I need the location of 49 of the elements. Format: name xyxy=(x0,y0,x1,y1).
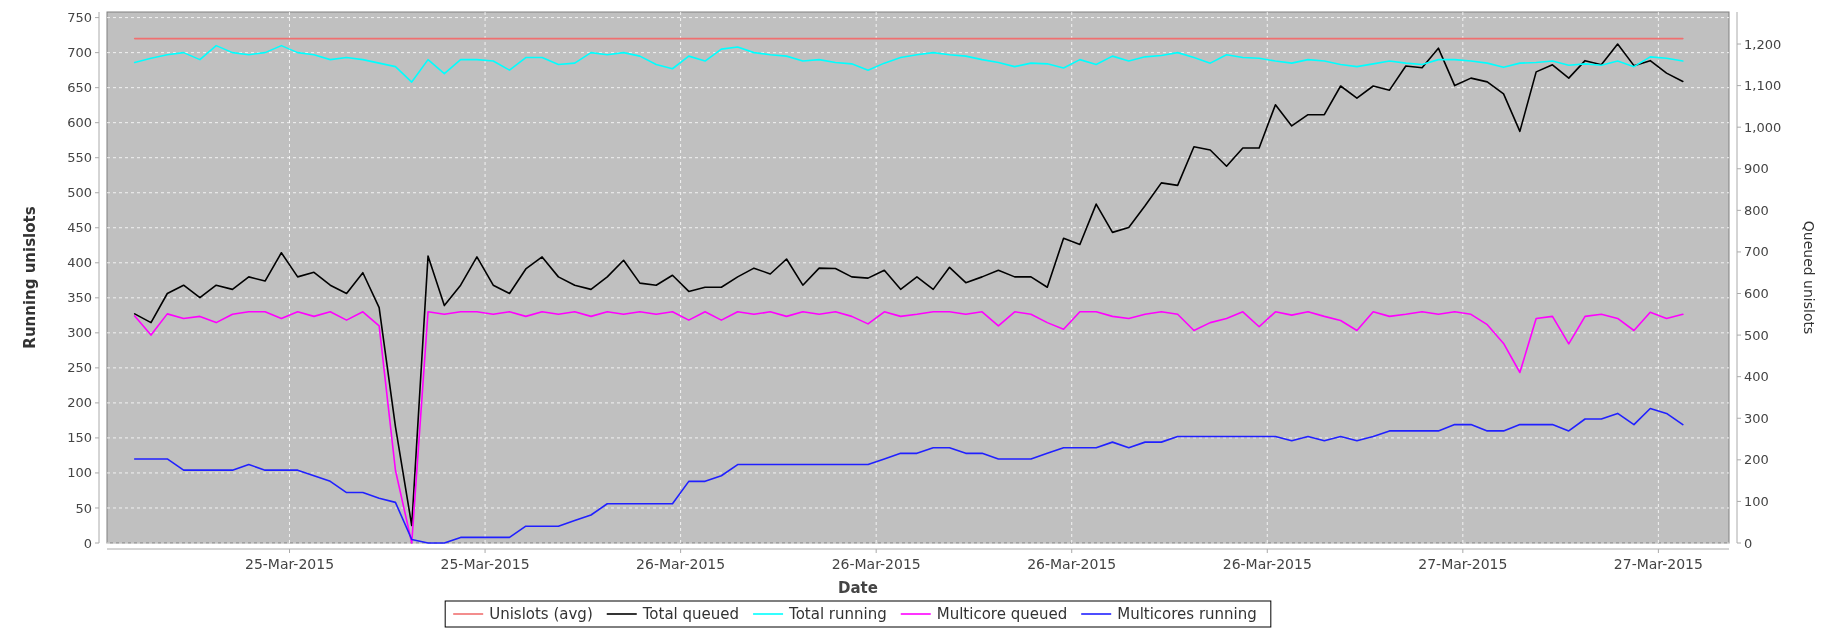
y2-tick-label: 1,000 xyxy=(1744,119,1782,135)
legend-label: Total running xyxy=(788,605,887,624)
x-tick-label: 27-Mar-2015 xyxy=(1613,556,1703,572)
x-tick-label: 26-Mar-2015 xyxy=(636,556,726,572)
line-series xyxy=(133,44,1684,83)
y-tick-label: 650 xyxy=(67,80,92,96)
y2-tick-label: 100 xyxy=(1744,493,1769,509)
y2-tick-label: 800 xyxy=(1744,202,1769,218)
y-tick-label: 450 xyxy=(67,220,92,236)
y2-tick-label: 1,200 xyxy=(1744,36,1782,52)
y2-tick-label: 300 xyxy=(1744,410,1769,426)
y-tick-label: 400 xyxy=(67,255,92,271)
y2-tick-label: 500 xyxy=(1744,327,1769,343)
y2-tick-label: 700 xyxy=(1744,244,1769,260)
y-tick-label: 0 xyxy=(83,535,92,551)
line-series xyxy=(133,311,1684,544)
y-tick-label: 200 xyxy=(67,395,92,411)
y2-tick-label: 200 xyxy=(1744,452,1769,468)
y-tick-label: 600 xyxy=(67,115,92,131)
y2-tick-label: 0 xyxy=(1744,535,1753,551)
y-tick-label: 350 xyxy=(67,290,92,306)
y-tick-label: 300 xyxy=(67,325,92,341)
legend-label: Multicore queued xyxy=(936,605,1068,624)
y-tick-label: 50 xyxy=(75,500,92,516)
y-tick-label: 550 xyxy=(67,150,92,166)
x-tick-label: 26-Mar-2015 xyxy=(1027,556,1117,572)
x-tick-label: 26-Mar-2015 xyxy=(1222,556,1312,572)
legend-label: Unislots (avg) xyxy=(489,605,593,624)
x-tick-label: 25-Mar-2015 xyxy=(244,556,335,572)
y-tick-label: 250 xyxy=(67,360,92,376)
y-axis-title: Running unislots xyxy=(21,206,40,349)
y2-tick-label: 400 xyxy=(1744,369,1769,385)
y2-tick-label: 900 xyxy=(1744,161,1769,177)
y2-tick-label: 1,100 xyxy=(1744,78,1782,94)
legend-label: Total queued xyxy=(641,605,740,624)
legend-label: Multicores running xyxy=(1117,605,1257,624)
y-tick-label: 700 xyxy=(67,45,92,61)
y-tick-label: 750 xyxy=(67,10,92,26)
line-series xyxy=(133,43,1684,527)
x-tick-label: 27-Mar-2015 xyxy=(1418,556,1508,572)
line-series xyxy=(133,407,1684,544)
x-axis-title: Date xyxy=(838,579,878,597)
y-tick-label: 150 xyxy=(67,430,92,446)
x-tick-label: 25-Mar-2015 xyxy=(440,556,530,572)
y-tick-label: 500 xyxy=(67,185,92,201)
y-tick-label: 100 xyxy=(67,465,92,481)
y2-axis-title: Queued unislots xyxy=(1801,220,1818,335)
y2-tick-label: 600 xyxy=(1744,286,1769,302)
x-tick-label: 26-Mar-2015 xyxy=(831,556,921,572)
